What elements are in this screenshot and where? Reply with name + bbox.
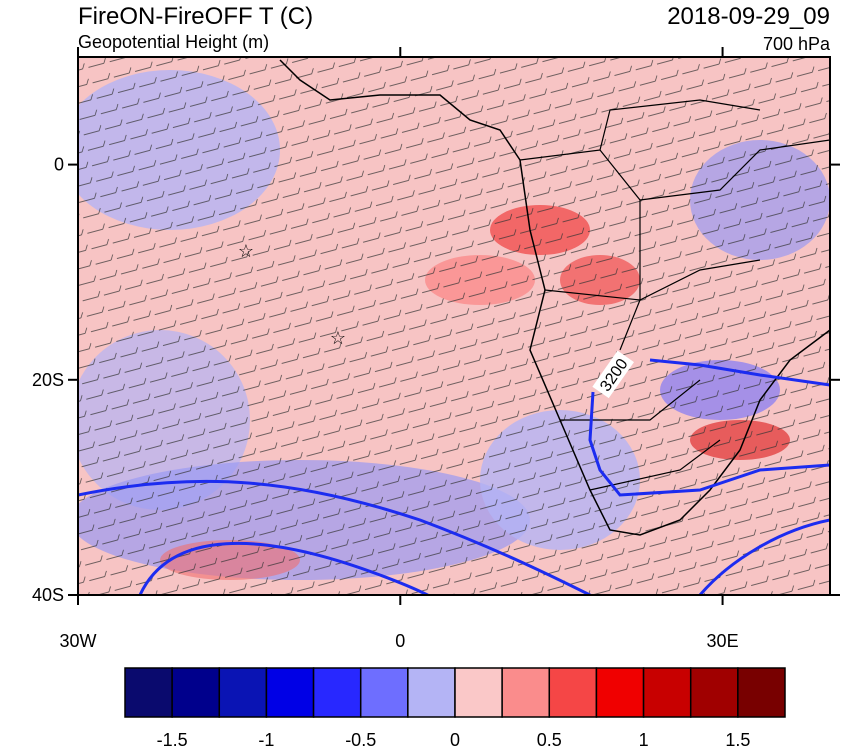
colorbar-box — [454, 667, 503, 718]
colorbar-label: 0.5 — [537, 730, 562, 750]
colorbar-box — [407, 667, 456, 718]
colorbar-box — [265, 667, 315, 718]
title: FireON-FireOFF T (C) — [78, 3, 313, 30]
colorbar-label: 1 — [639, 730, 649, 750]
lat-tick-label: 40S — [32, 585, 64, 605]
colorbar-label: -1 — [258, 730, 274, 750]
level-label: 700 hPa — [763, 34, 831, 54]
colorbar-label: 0 — [450, 730, 460, 750]
colorbar-box — [548, 667, 598, 718]
star-marker: ☆ — [330, 328, 346, 348]
colorbar-label: -0.5 — [345, 730, 376, 750]
colorbar-label: -1.5 — [157, 730, 188, 750]
map-field: ☆ ☆ — [78, 57, 830, 595]
colorbar-box — [642, 667, 692, 718]
colorbar-label: 1.5 — [725, 730, 750, 750]
colorbar-box — [689, 667, 739, 718]
colorbar-box — [171, 667, 221, 718]
colorbar-box — [359, 667, 409, 718]
star-marker: ☆ — [238, 241, 254, 261]
colorbar-box — [218, 667, 268, 718]
lat-tick-label: 20S — [32, 370, 64, 390]
colorbar-box — [312, 667, 362, 718]
lon-tick-label: 30E — [707, 631, 739, 651]
lon-tick-label: 0 — [395, 631, 405, 651]
lat-tick-label: 0 — [54, 155, 64, 175]
plot-frame — [77, 56, 831, 596]
subtitle: Geopotential Height (m) — [78, 32, 269, 52]
colorbar-box — [124, 667, 173, 718]
lon-tick-label: 30W — [59, 631, 96, 651]
time-label: 2018-09-29_09 — [667, 3, 830, 30]
colorbar-box — [501, 667, 551, 718]
colorbar-box — [595, 667, 645, 718]
colorbar-box — [737, 667, 786, 718]
